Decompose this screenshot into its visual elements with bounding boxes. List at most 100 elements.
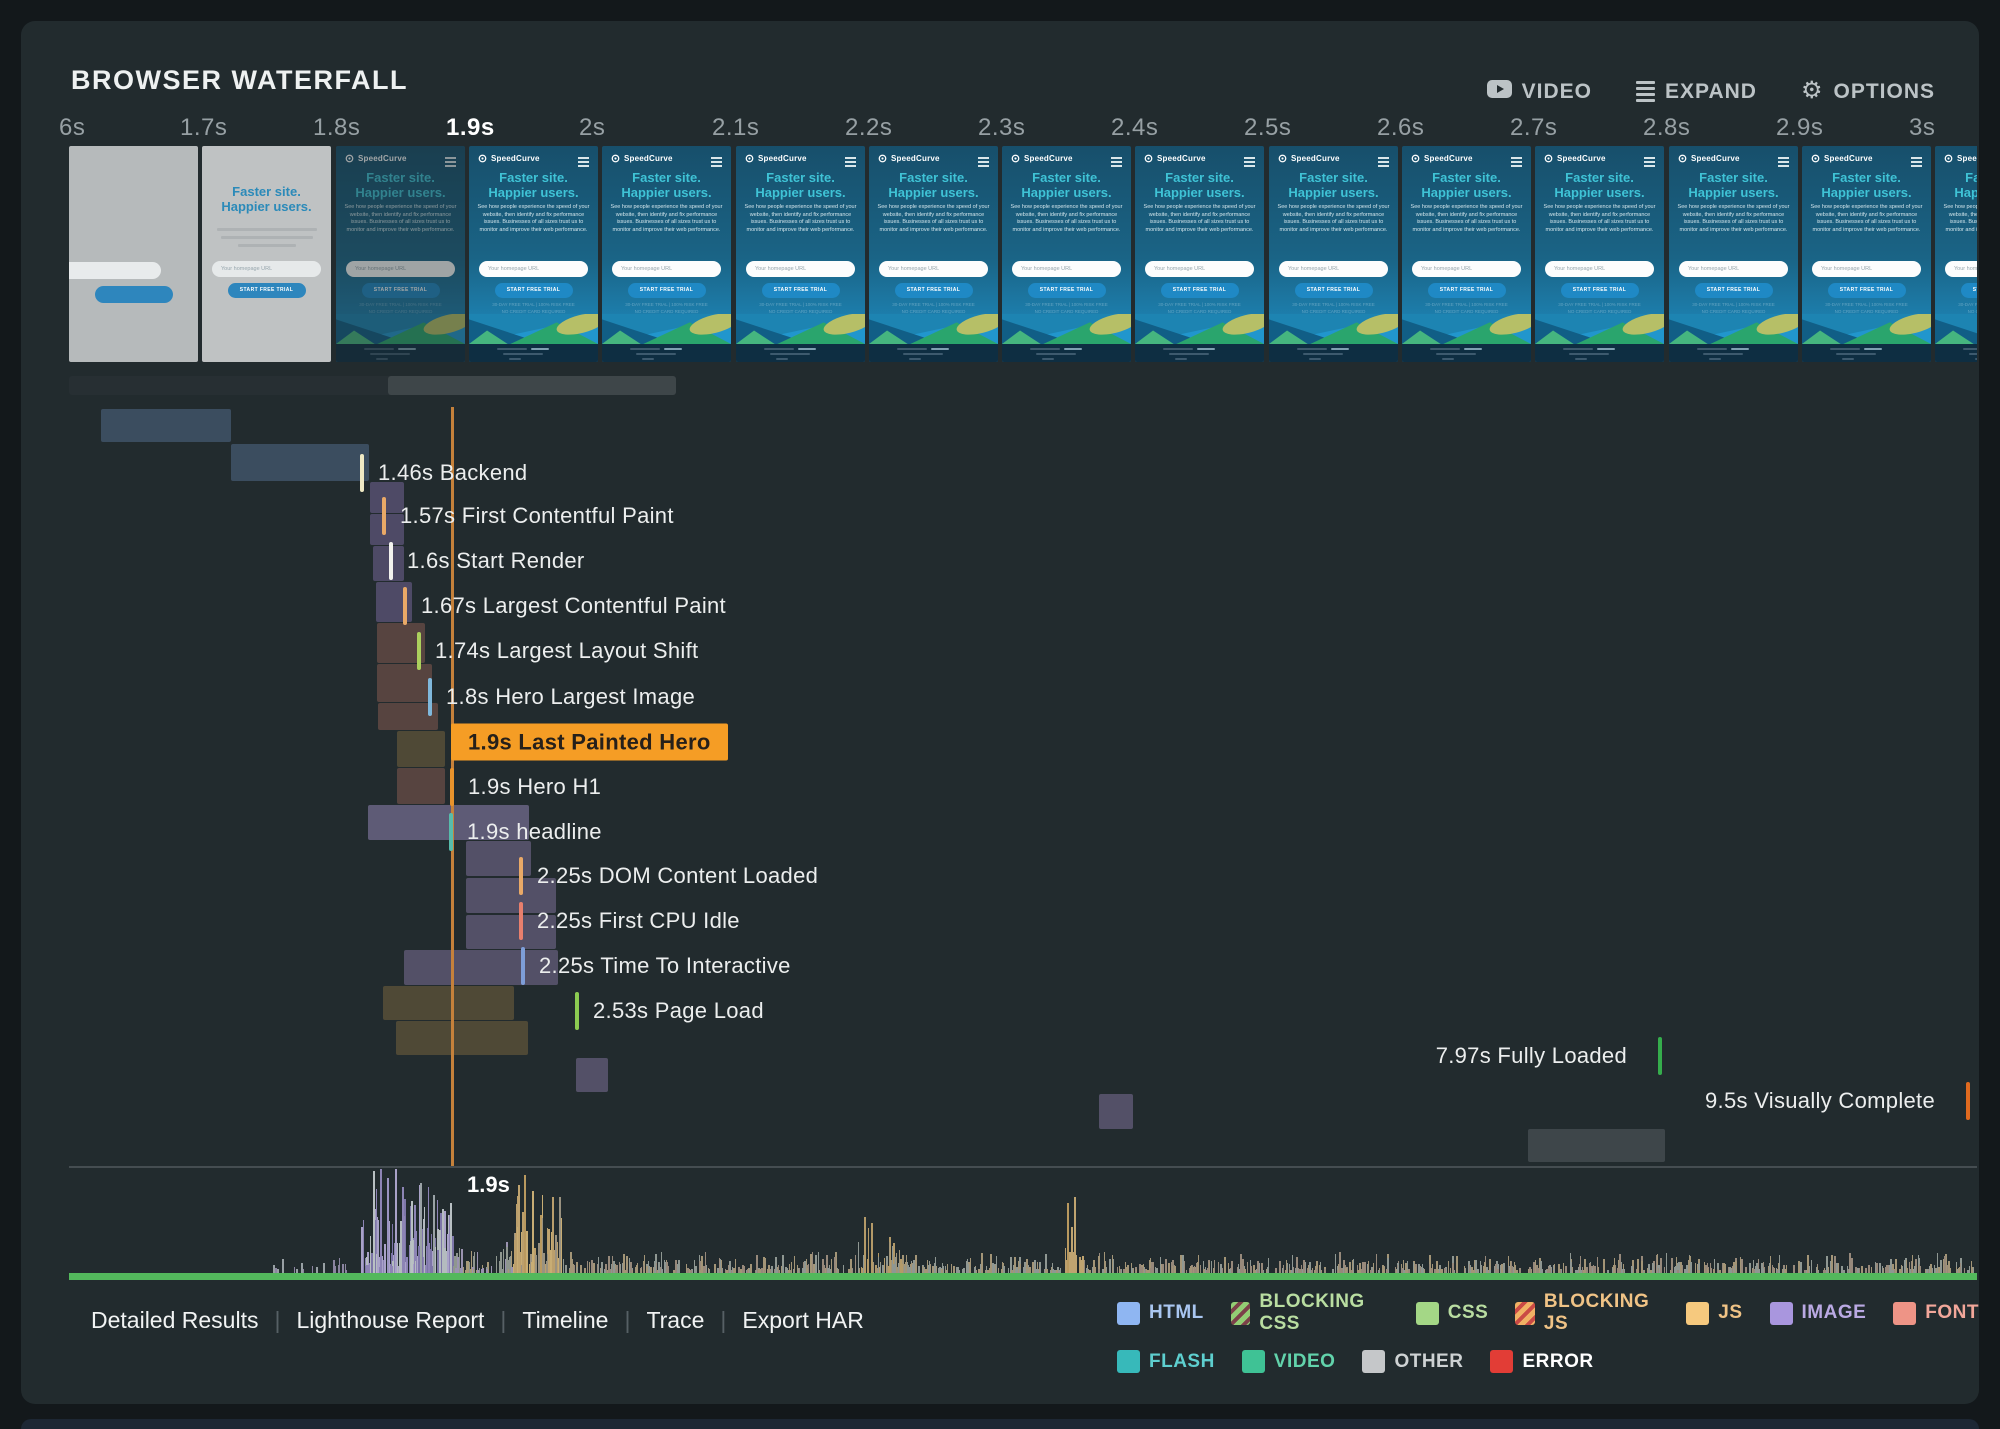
filmstrip-frame-2.2s[interactable]: SpeedCurve Faster site. Happier users. See …: [869, 146, 998, 362]
filmstrip-frame-2.1s[interactable]: SpeedCurve Faster site. Happier users. See …: [736, 146, 865, 362]
request-bar[interactable]: [396, 1021, 528, 1055]
header-button-expand[interactable]: EXPAND: [1636, 80, 1757, 104]
histogram-spike: [1562, 1263, 1565, 1273]
waterfall-scrollbar-thumb[interactable]: [388, 376, 676, 395]
legend-label: OTHER: [1394, 1350, 1464, 1372]
milestone-marker: [575, 992, 579, 1030]
histogram-spike: [273, 1265, 275, 1273]
header-button-options[interactable]: ⚙ OPTIONS: [1801, 79, 1935, 104]
histogram-spike: [1316, 1269, 1318, 1273]
histogram-spike: [1727, 1267, 1730, 1273]
request-bar[interactable]: [404, 950, 558, 985]
filmstrip-frame-2.5s[interactable]: SpeedCurve Faster site. Happier users. See …: [1269, 146, 1398, 362]
logo-text: SpeedCurve: [1291, 154, 1340, 163]
footer-link-lighthouse-report[interactable]: Lighthouse Report: [296, 1307, 485, 1333]
histogram-spike: [1653, 1261, 1655, 1273]
request-bar[interactable]: [368, 805, 529, 840]
footer-link-trace[interactable]: Trace: [646, 1307, 705, 1333]
thumb-url-input: Your homepage URL: [212, 261, 321, 277]
filmstrip-frame-2s[interactable]: SpeedCurve Faster site. Happier users. See …: [602, 146, 731, 362]
histogram-spike: [440, 1213, 442, 1273]
histogram-spike: [1141, 1267, 1143, 1273]
histogram-spike: [1503, 1263, 1505, 1273]
histogram-spike: [961, 1269, 964, 1273]
footer-link-timeline[interactable]: Timeline: [522, 1307, 609, 1333]
histogram-spike: [1694, 1263, 1697, 1273]
filmstrip-frame-2.7s[interactable]: SpeedCurve Faster site. Happier users. See …: [1535, 146, 1664, 362]
histogram-spike: [1360, 1269, 1363, 1273]
filmstrip-frame-2.9s[interactable]: SpeedCurve Faster site. Happier users. See …: [1802, 146, 1931, 362]
milestone-label: 2.53s Page Load: [593, 998, 764, 1023]
milestone-label: 9.5s Visually Complete: [1705, 1088, 1935, 1113]
histogram-spike: [1146, 1270, 1149, 1273]
request-bar[interactable]: [377, 664, 432, 702]
logo-text: SpeedCurve: [1157, 154, 1206, 163]
histogram-spike: [506, 1247, 508, 1273]
thumb-wave-graphic: [1135, 314, 1264, 344]
histogram-spike: [717, 1268, 719, 1273]
histogram-spike: [813, 1264, 815, 1273]
filmstrip-frame-1.6s[interactable]: [69, 146, 198, 362]
request-bar[interactable]: [383, 986, 514, 1020]
histogram-spike: [755, 1270, 757, 1273]
histogram-spike: [532, 1191, 534, 1273]
histogram-spike: [1777, 1264, 1780, 1273]
histogram-spike: [591, 1260, 593, 1273]
histogram-spike: [1250, 1266, 1252, 1273]
thumb-body-copy: See how people experience the speed of y…: [1010, 204, 1123, 233]
histogram-spike: [1188, 1268, 1190, 1273]
histogram-spike: [827, 1268, 829, 1273]
histogram-spike: [1938, 1267, 1940, 1273]
request-bar[interactable]: [373, 546, 404, 581]
timeline-tick-2.4s: 2.4s: [1111, 114, 1159, 141]
histogram-spike: [1180, 1255, 1182, 1273]
histogram-spike: [1913, 1269, 1915, 1273]
histogram-spike: [1430, 1270, 1433, 1273]
request-bar[interactable]: [1528, 1129, 1665, 1162]
histogram-spike: [1855, 1267, 1857, 1273]
filmstrip-frame-1.9s[interactable]: SpeedCurve Faster site. Happier users. See …: [469, 146, 598, 362]
histogram-spike: [1475, 1260, 1477, 1273]
header-button-video[interactable]: VIDEO: [1486, 79, 1592, 104]
request-bar[interactable]: [466, 915, 556, 949]
filmstrip-frame-1.8s[interactable]: SpeedCurve Faster site. Happier users. See …: [336, 146, 465, 362]
histogram-spike: [1094, 1267, 1096, 1273]
histogram-spike: [1885, 1270, 1887, 1273]
footer-link-export-har[interactable]: Export HAR: [742, 1307, 864, 1333]
request-bar[interactable]: [466, 878, 556, 913]
histogram-spike: [1673, 1267, 1676, 1273]
histogram-spike: [516, 1262, 518, 1273]
filmstrip-frame-2.3s[interactable]: SpeedCurve Faster site. Happier users. See …: [1002, 146, 1131, 362]
filmstrip-frame-2.8s[interactable]: SpeedCurve Faster site. Happier users. See …: [1669, 146, 1798, 362]
histogram-spike: [1650, 1270, 1652, 1273]
timeline-tick-1.9s: 1.9s: [446, 114, 495, 141]
request-bar[interactable]: [397, 731, 445, 767]
milestone-label: 1.46s Backend: [378, 460, 528, 485]
histogram-spike: [1258, 1263, 1261, 1273]
filmstrip-frame-2.6s[interactable]: SpeedCurve Faster site. Happier users. See …: [1402, 146, 1531, 362]
thumb-heading: Faster site.Happier users.: [1021, 170, 1112, 200]
histogram-spike: [1637, 1266, 1639, 1273]
request-bar[interactable]: [397, 768, 445, 804]
request-bar[interactable]: [576, 1058, 608, 1092]
filmstrip-frame-3s[interactable]: SpeedCurve Faster site.Happier users. See …: [1935, 146, 1977, 362]
request-bar[interactable]: [370, 514, 404, 545]
video-icon: [1486, 79, 1512, 104]
histogram-spike: [1452, 1263, 1454, 1273]
request-bar[interactable]: [101, 409, 231, 442]
footer-link-detailed-results[interactable]: Detailed Results: [91, 1307, 259, 1333]
filmstrip-frame-2.4s[interactable]: SpeedCurve Faster site. Happier users. See …: [1135, 146, 1264, 362]
filmstrip-frame-1.7s[interactable]: Faster site. Happier users. Your homepage …: [202, 146, 331, 362]
logo-text: SpeedCurve: [1557, 154, 1606, 163]
histogram-spike: [1686, 1265, 1688, 1273]
histogram-spike: [1919, 1266, 1922, 1273]
request-bar[interactable]: [370, 482, 404, 513]
request-bar[interactable]: [231, 444, 369, 481]
legend-swatch: [1686, 1301, 1710, 1325]
histogram-spike: [1359, 1263, 1361, 1273]
histogram-spike: [1707, 1270, 1710, 1273]
request-bar[interactable]: [1099, 1094, 1133, 1129]
histogram-spike: [925, 1269, 927, 1273]
histogram-spike: [875, 1265, 877, 1273]
histogram-spike: [1579, 1256, 1582, 1273]
